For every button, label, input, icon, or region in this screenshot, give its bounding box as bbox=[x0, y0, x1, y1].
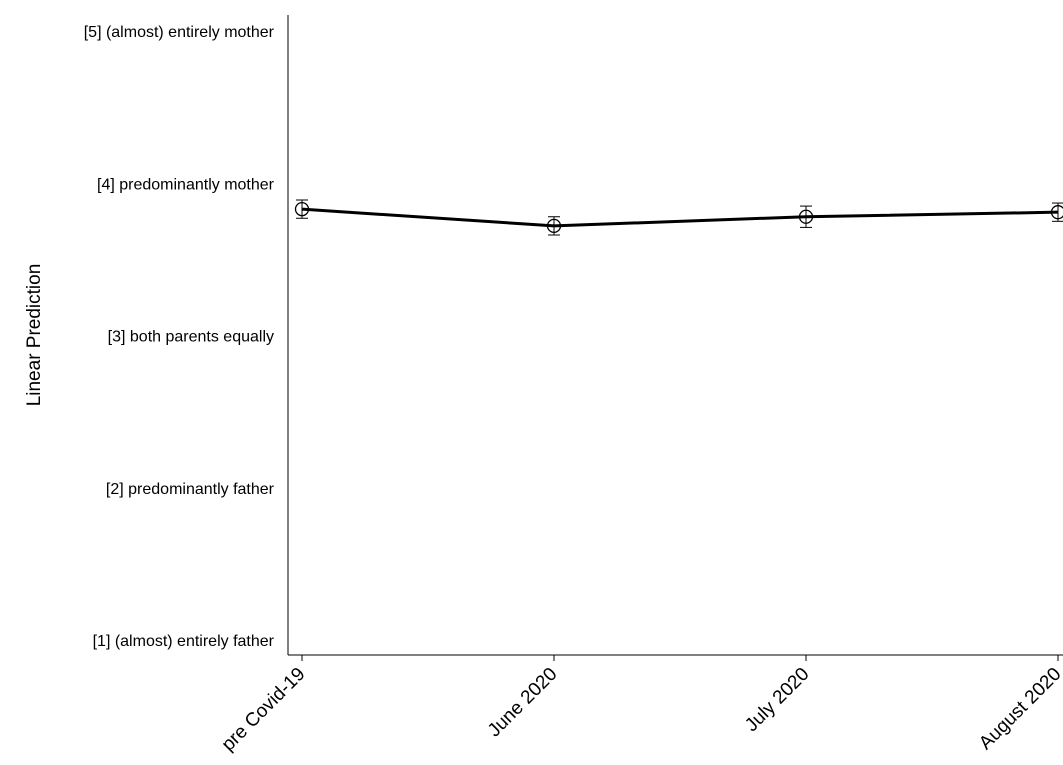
series-line bbox=[301, 207, 1059, 228]
data-point bbox=[1050, 202, 1063, 222]
x-tick-label: pre Covid-19 bbox=[218, 664, 310, 756]
y-tick-label: [4] predominantly mother bbox=[97, 176, 275, 193]
y-ticks: [5] (almost) entirely mother [4] predomin… bbox=[84, 24, 275, 650]
point-marker bbox=[294, 201, 310, 217]
point-marker bbox=[798, 209, 814, 224]
data-point bbox=[546, 216, 562, 236]
point-marker bbox=[1050, 205, 1063, 220]
y-tick-label: [5] (almost) entirely mother bbox=[84, 24, 275, 41]
x-tick-label: July 2020 bbox=[741, 664, 813, 736]
y-axis-title: Linear Prediction bbox=[24, 264, 45, 407]
x-ticks: pre Covid-19 June 2020 July 2020 August 202… bbox=[218, 655, 1063, 755]
plot-area: [5] (almost) entirely mother [4] predomin… bbox=[84, 15, 1063, 755]
series-layer bbox=[294, 199, 1063, 236]
x-tick-label: August 2020 bbox=[975, 664, 1063, 754]
data-point bbox=[294, 199, 310, 219]
y-tick-label: [1] (almost) entirely father bbox=[93, 633, 275, 650]
x-tick-label: June 2020 bbox=[484, 664, 562, 742]
y-tick-label: [2] predominantly father bbox=[106, 481, 275, 498]
point-marker bbox=[546, 218, 562, 234]
data-point bbox=[798, 205, 814, 228]
y-tick-label: [3] both parents equally bbox=[108, 329, 274, 346]
